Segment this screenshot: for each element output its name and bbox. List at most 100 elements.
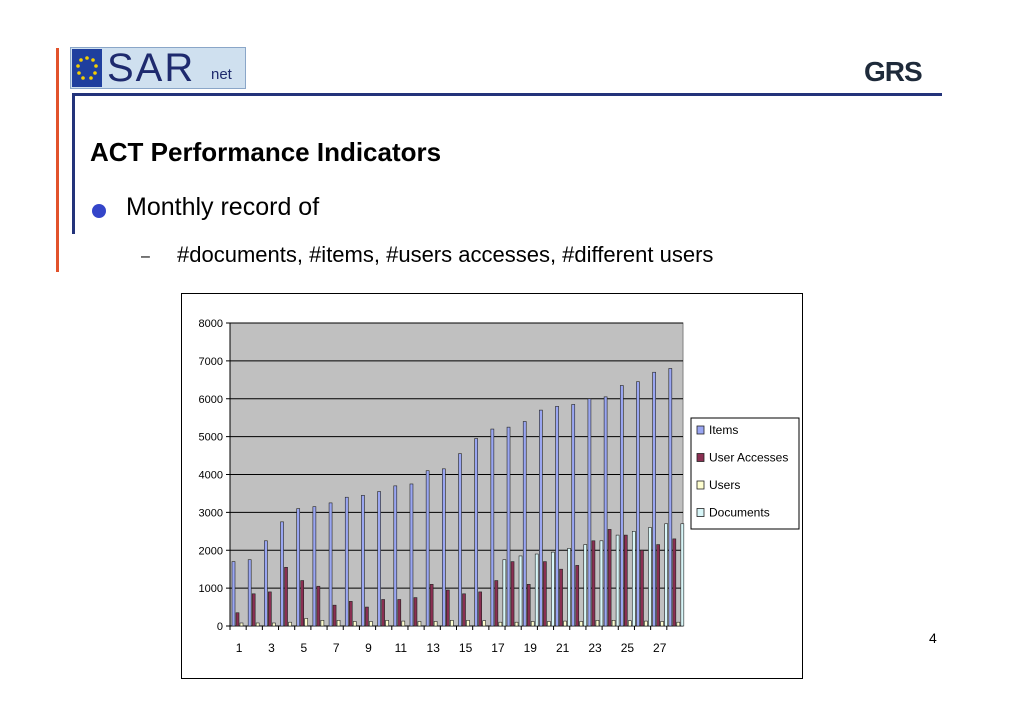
sarnet-logo-subtext: net	[211, 66, 232, 83]
bar-user-accesses	[365, 606, 369, 627]
bar-documents	[567, 548, 571, 627]
bar-user-accesses	[575, 565, 580, 627]
bar-users	[611, 620, 616, 627]
y-tick-label: 8000	[199, 318, 223, 330]
bullet-dot-icon	[92, 204, 106, 218]
bar-users	[530, 621, 535, 627]
legend-swatch	[696, 453, 705, 462]
bar-documents	[680, 523, 685, 627]
bar-documents	[534, 553, 539, 627]
bar-users	[466, 620, 470, 627]
bar-user-accesses	[235, 612, 240, 627]
legend-swatch	[696, 508, 705, 517]
bar-user-accesses	[251, 593, 256, 627]
bar-users	[304, 618, 309, 627]
bar-user-accesses	[429, 584, 434, 627]
bar-items	[587, 398, 592, 627]
x-tick-label: 15	[459, 641, 473, 655]
bar-items	[231, 561, 236, 627]
bullet-text: Monthly record of	[126, 193, 320, 221]
x-tick-label: 25	[621, 641, 635, 655]
bar-items	[636, 381, 640, 627]
legend	[690, 417, 800, 530]
bar-documents	[502, 559, 507, 627]
bar-users	[547, 621, 551, 627]
bar-items	[458, 453, 462, 627]
y-tick-label: 5000	[199, 432, 223, 444]
x-tick-label: 1	[236, 641, 243, 655]
bar-users	[288, 621, 292, 627]
y-tick-label: 4000	[199, 470, 223, 482]
bar-items	[264, 540, 268, 627]
bar-users	[482, 620, 486, 627]
bar-user-accesses	[332, 604, 337, 627]
bar-user-accesses	[640, 549, 644, 627]
bar-user-accesses	[284, 566, 288, 627]
bar-items	[312, 506, 317, 627]
x-tick-label: 5	[300, 641, 307, 655]
slide-title: ACT Performance Indicators	[90, 137, 442, 167]
bar-user-accesses	[543, 561, 547, 627]
bar-items	[474, 438, 478, 627]
legend-swatch	[696, 425, 705, 435]
bar-user-accesses	[510, 561, 515, 627]
bar-documents	[615, 534, 620, 627]
bar-users	[450, 620, 454, 627]
x-tick-label: 7	[333, 641, 340, 655]
bar-user-accesses	[656, 544, 660, 627]
legend-label: Items	[709, 423, 738, 437]
eu-flag-icon	[72, 49, 102, 87]
bar-user-accesses	[623, 534, 628, 627]
bar-items	[393, 485, 398, 627]
bar-documents	[583, 544, 588, 627]
bar-documents	[648, 527, 652, 627]
bar-items	[668, 368, 673, 627]
bar-items	[506, 426, 511, 627]
bar-items	[490, 428, 495, 627]
bar-users	[255, 622, 260, 627]
x-tick-label: 21	[556, 641, 570, 655]
bar-users	[433, 621, 438, 627]
bar-users	[385, 620, 389, 627]
bar-user-accesses	[348, 601, 353, 627]
bar-documents	[664, 523, 668, 627]
sub-bullet-dash: –	[141, 248, 150, 265]
bar-items	[409, 483, 414, 627]
sarnet-logo: SAR net	[70, 47, 246, 89]
bar-items	[328, 502, 333, 627]
bar-user-accesses	[300, 580, 305, 627]
bar-users	[401, 620, 406, 627]
grs-logo: GRS	[864, 56, 923, 87]
bar-users	[417, 621, 422, 627]
bar-items	[539, 409, 543, 627]
bar-user-accesses	[462, 593, 466, 627]
bar-items	[377, 491, 381, 627]
y-tick-label: 2000	[199, 545, 223, 557]
x-tick-label: 27	[653, 641, 667, 655]
bar-documents	[631, 531, 636, 627]
chart-frame: 0 1000 2000 3000 4000 5000 6000 7000 8000 1 3 5 7 9 11…	[181, 293, 803, 679]
bar-users	[369, 621, 373, 627]
bar-items	[571, 404, 576, 627]
bar-user-accesses	[316, 585, 321, 627]
y-tick-label: 7000	[199, 356, 223, 368]
bar-items	[296, 508, 301, 627]
y-tick-label: 1000	[199, 583, 223, 595]
page-number: 4	[929, 630, 937, 646]
bar-users	[595, 620, 600, 627]
x-tick-label: 19	[524, 641, 538, 655]
sarnet-logo-text: SAR	[107, 46, 196, 90]
bar-users	[498, 621, 503, 627]
bar-users	[320, 620, 325, 627]
bar-documents	[518, 555, 523, 627]
y-tick-label: 6000	[199, 394, 223, 406]
bar-items	[555, 406, 559, 627]
bar-users	[627, 620, 632, 627]
bar-user-accesses	[526, 584, 531, 627]
bar-items	[361, 495, 365, 627]
legend-label: User Accesses	[709, 451, 788, 465]
y-tick-label: 0	[217, 621, 223, 633]
bar-users	[272, 622, 276, 627]
bar-users	[660, 621, 664, 627]
